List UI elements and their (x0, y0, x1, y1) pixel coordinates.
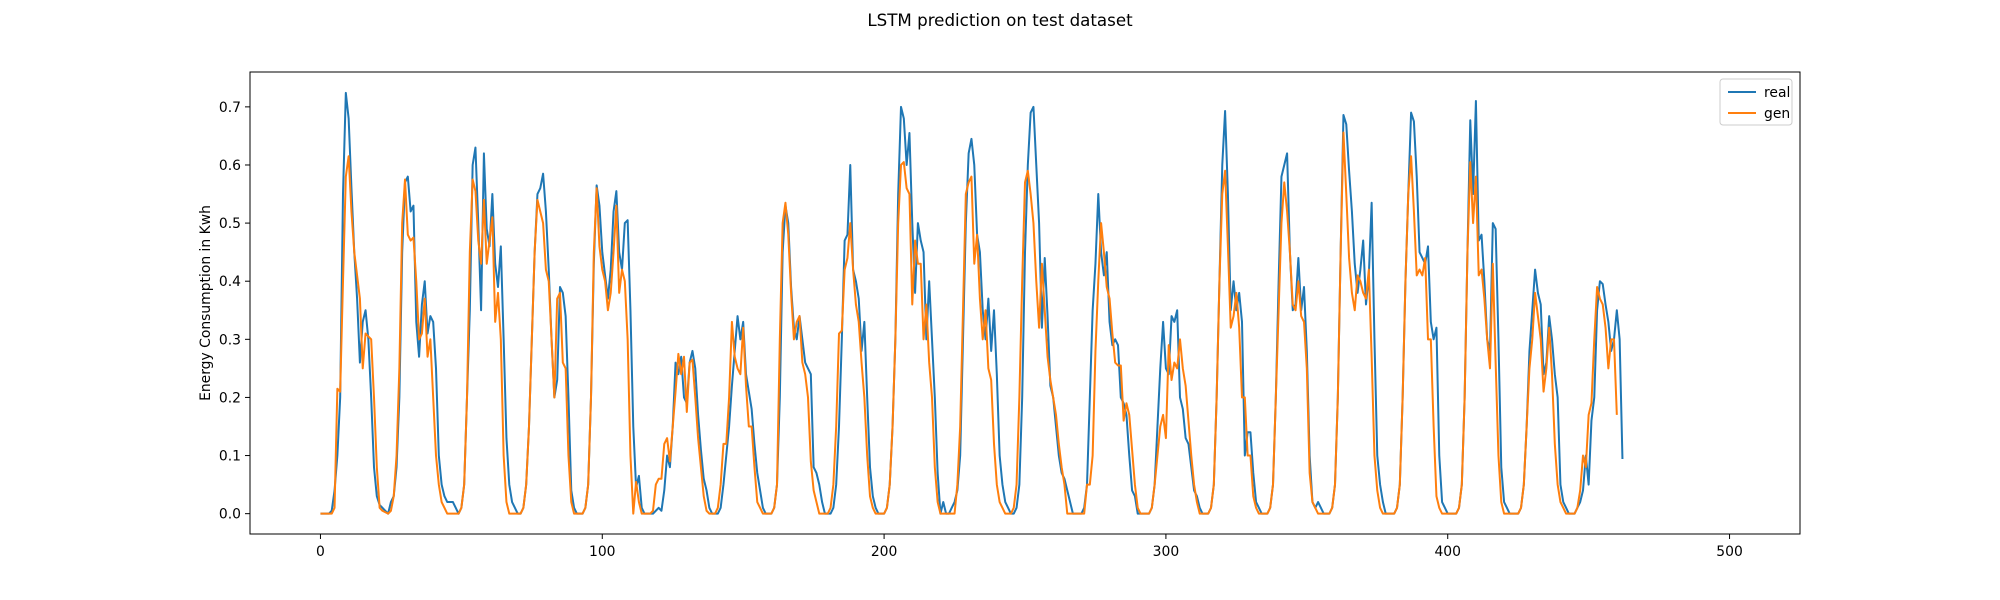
y-tick-label: 0.0 (219, 507, 241, 523)
plot-frame (249, 71, 1801, 535)
legend-label-real: real (1764, 85, 1790, 101)
y-tick-label: 0.4 (219, 274, 241, 290)
x-tick-label: 500 (1716, 544, 1743, 560)
y-axis-title: Energy Consumption in Kwh (198, 205, 214, 401)
series-line-gen (320, 131, 1618, 515)
x-tick-label: 400 (1434, 544, 1461, 560)
y-tick-label: 0.6 (219, 158, 241, 174)
x-tick-label: 100 (589, 544, 616, 560)
y-axis: 0.0 0.1 0.2 0.3 0.4 0.5 0.6 0.7 (219, 100, 250, 523)
y-tick-label: 0.3 (219, 332, 241, 348)
x-tick-label: 300 (1153, 544, 1180, 560)
y-tick-label: 0.5 (219, 216, 241, 232)
legend-label-gen: gen (1764, 106, 1790, 122)
x-tick-label: 0 (316, 544, 325, 560)
x-tick-label: 200 (871, 544, 898, 560)
legend: real gen (1719, 78, 1793, 126)
x-axis: 0 100 200 300 400 500 (316, 534, 1743, 560)
y-tick-label: 0.7 (219, 100, 241, 116)
series-lines (320, 91, 1624, 515)
y-tick-label: 0.1 (219, 449, 241, 465)
chart-title: LSTM prediction on test dataset (867, 10, 1133, 30)
y-tick-label: 0.2 (219, 390, 241, 406)
